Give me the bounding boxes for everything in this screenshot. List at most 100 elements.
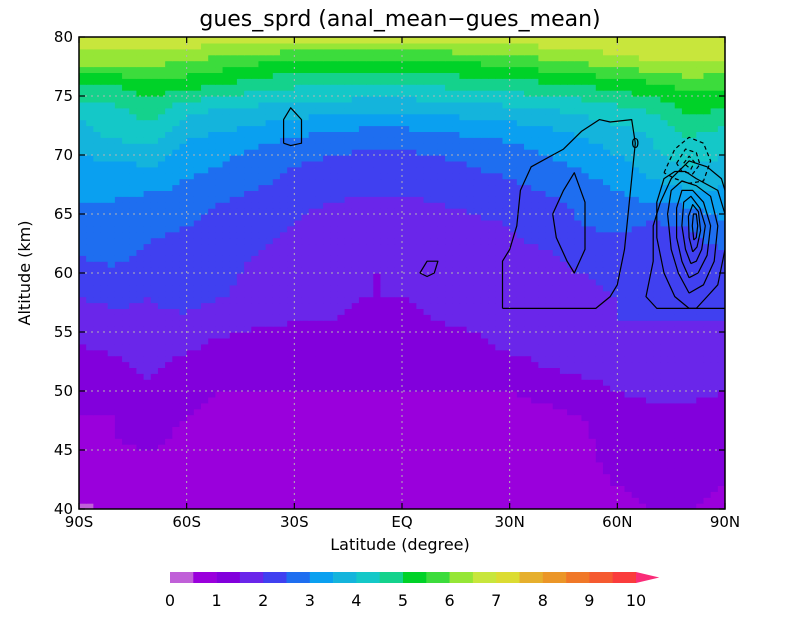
heatmap-cell	[244, 196, 252, 203]
heatmap-cell	[703, 473, 712, 481]
heatmap-cell	[681, 473, 690, 481]
heatmap-cell	[452, 420, 461, 427]
heatmap-cell	[674, 214, 683, 221]
heatmap-cell	[409, 503, 417, 509]
heatmap-cell	[660, 308, 669, 315]
heatmap-cell	[488, 343, 496, 351]
heatmap-cell	[323, 391, 331, 398]
heatmap-cell	[136, 426, 145, 433]
heatmap-cell	[430, 467, 439, 475]
heatmap-cell	[638, 349, 647, 357]
heatmap-cell	[100, 461, 109, 469]
heatmap-cell	[236, 444, 245, 451]
heatmap-cell	[466, 467, 475, 475]
heatmap-cell	[279, 461, 288, 469]
heatmap-cell	[674, 473, 683, 481]
heatmap-cell	[509, 273, 518, 280]
heatmap-cell	[473, 361, 482, 368]
heatmap-cell	[100, 497, 109, 504]
heatmap-cell	[516, 379, 525, 386]
heatmap-cell	[574, 379, 583, 386]
heatmap-cell	[531, 373, 539, 380]
heatmap-cell	[488, 202, 496, 209]
heatmap-cell	[236, 273, 245, 280]
heatmap-cell	[473, 343, 482, 351]
heatmap-cell	[272, 190, 281, 197]
heatmap-cell	[265, 414, 274, 422]
heatmap-cell	[258, 278, 267, 286]
heatmap-cell	[179, 243, 188, 250]
heatmap-cell	[409, 249, 417, 256]
heatmap-cell	[244, 243, 252, 250]
heatmap-cell	[215, 402, 224, 410]
heatmap-cell	[315, 290, 324, 298]
heatmap-cell	[445, 261, 453, 268]
heatmap-cell	[559, 326, 568, 333]
heatmap-cell	[638, 426, 647, 433]
heatmap-cell	[531, 355, 539, 363]
heatmap-cell	[337, 190, 346, 197]
heatmap-cell	[100, 255, 109, 262]
heatmap-cell	[631, 438, 640, 445]
heatmap-cell	[653, 444, 661, 451]
heatmap-cell	[430, 497, 439, 504]
heatmap-cell	[617, 320, 626, 327]
heatmap-cell	[114, 214, 123, 221]
heatmap-cell	[488, 326, 496, 333]
heatmap-cell	[236, 349, 245, 357]
heatmap-cell	[86, 414, 94, 422]
heatmap-cell	[387, 249, 396, 256]
heatmap-cell	[653, 455, 661, 463]
heatmap-cell	[301, 196, 310, 203]
heatmap-cell	[445, 343, 453, 351]
heatmap-cell	[531, 343, 539, 351]
heatmap-cell	[445, 497, 453, 504]
heatmap-cell	[710, 243, 719, 250]
heatmap-cell	[409, 284, 417, 292]
heatmap-cell	[430, 408, 439, 416]
heatmap-cell	[459, 290, 468, 298]
heatmap-cell	[617, 355, 626, 363]
heatmap-cell	[201, 332, 209, 339]
heatmap-cell	[717, 273, 725, 280]
heatmap-cell	[172, 396, 181, 404]
heatmap-cell	[323, 249, 331, 256]
heatmap-cell	[323, 426, 331, 433]
heatmap-cell	[559, 320, 568, 327]
heatmap-cell	[86, 373, 94, 380]
heatmap-cell	[236, 355, 245, 363]
heatmap-cell	[337, 208, 346, 215]
heatmap-cell	[122, 249, 130, 256]
heatmap-cell	[215, 308, 224, 315]
heatmap-cell	[445, 308, 453, 315]
heatmap-cell	[323, 438, 331, 445]
heatmap-cell	[150, 278, 159, 286]
heatmap-cell	[380, 249, 389, 256]
heatmap-cell	[301, 249, 310, 256]
heatmap-cell	[229, 444, 238, 451]
heatmap-cell	[136, 373, 145, 380]
heatmap-cell	[660, 467, 669, 475]
heatmap-cell	[236, 219, 245, 227]
heatmap-cell	[265, 249, 274, 256]
heatmap-cell	[430, 343, 439, 351]
heatmap-cell	[509, 326, 518, 333]
heatmap-cell	[129, 267, 138, 274]
heatmap-cell	[358, 455, 367, 463]
heatmap-cell	[524, 461, 532, 469]
heatmap-cell	[667, 255, 676, 262]
heatmap-cell	[574, 444, 583, 451]
heatmap-cell	[717, 237, 725, 245]
heatmap-cell	[179, 497, 188, 504]
heatmap-cell	[294, 497, 303, 504]
heatmap-cell	[258, 402, 267, 410]
heatmap-cell	[617, 491, 626, 498]
heatmap-cell	[193, 408, 202, 416]
heatmap-cell	[272, 361, 281, 368]
heatmap-cell	[380, 450, 389, 457]
heatmap-cell	[710, 332, 719, 339]
heatmap-cell	[337, 391, 346, 398]
heatmap-cell	[552, 284, 561, 292]
heatmap-cell	[524, 396, 532, 404]
heatmap-cell	[459, 473, 468, 481]
